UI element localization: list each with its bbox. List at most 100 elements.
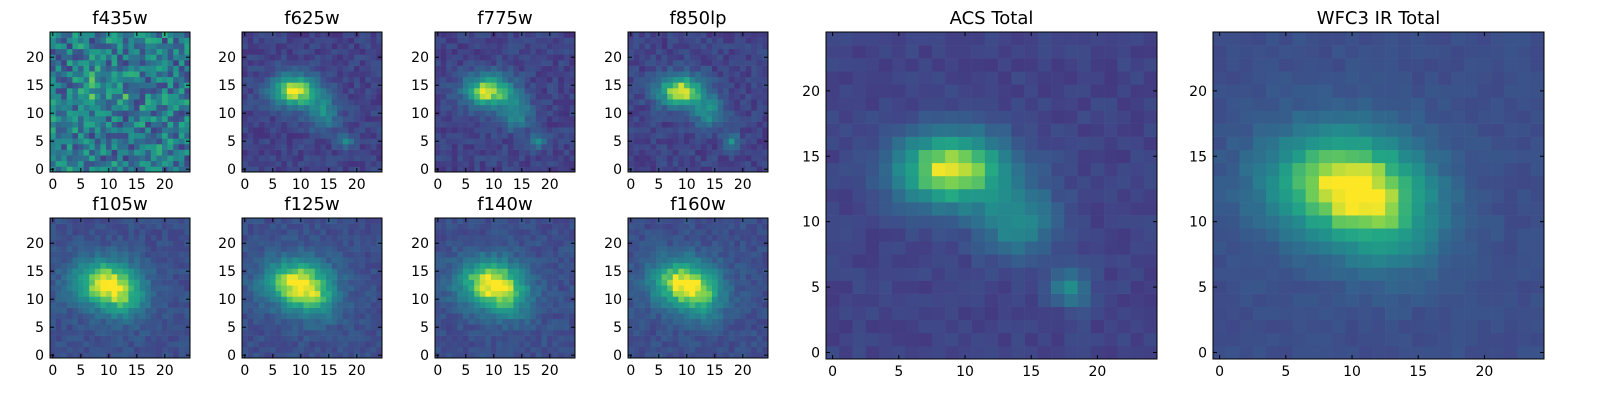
heatmap-cell [55,104,62,111]
heatmap-cell [173,149,180,156]
heatmap-cell [547,307,553,314]
heatmap-cell [292,104,299,111]
heatmap-cell [100,132,107,139]
heatmap-cell [94,262,101,269]
heatmap-cell [370,324,377,331]
heatmap-cell [547,290,553,297]
heatmap-cell [78,268,84,275]
heatmap-cell [491,60,497,66]
heatmap-cell [303,71,310,78]
heatmap-cell [106,302,112,308]
heatmap-cell [258,132,265,139]
heatmap-cell [446,279,453,286]
heatmap-cell [644,132,651,139]
heatmap-cell [242,144,248,150]
heatmap-cell [281,341,288,348]
heatmap-cell [463,324,469,331]
heatmap-cell [167,93,174,100]
heatmap-cell [569,251,576,258]
heatmap-cell [162,324,168,331]
heatmap-cell [247,307,254,314]
heatmap-cell [463,37,469,44]
heatmap-cell [723,110,730,117]
heatmap-cell [66,54,73,61]
heatmap-cell [292,32,299,38]
heatmap-cell [83,144,90,150]
heatmap-cell [348,82,355,89]
heatmap-cell [524,330,531,336]
heatmap-cell [139,65,146,72]
heatmap-cell [524,155,531,162]
heatmap-cell [275,307,282,314]
heatmap-cell [178,307,185,314]
heatmap-cell [734,138,741,145]
heatmap-cell [145,76,152,83]
heatmap-cell [639,54,646,61]
heatmap-cell [156,48,163,55]
heatmap-cell [547,121,553,128]
heatmap-cell [320,54,327,61]
heatmap-cell [286,302,293,308]
heatmap-cell [309,48,316,55]
heatmap-cell [751,160,758,167]
heatmap-cell [563,313,570,320]
heatmap-cell [463,290,469,297]
heatmap-cell [479,104,486,111]
heatmap-cell [706,160,713,167]
heatmap-cell [650,335,657,342]
heatmap-cell [728,318,735,325]
heatmap-cell [628,302,634,308]
heatmap-cell [463,257,469,264]
heatmap-cell [100,240,107,247]
heatmap-cell [337,127,344,134]
heatmap-cell [134,48,140,55]
heatmap-cell [326,37,332,44]
heatmap-cell [173,76,180,83]
heatmap-cell [83,285,90,292]
heatmap-cell [667,116,674,122]
heatmap-cell [684,296,690,303]
heatmap-cell [173,71,180,78]
heatmap-cell [134,330,140,336]
heatmap-cell [535,279,542,286]
heatmap-cell [242,160,248,167]
heatmap-cell [552,307,559,314]
heatmap-cell [717,132,724,139]
heatmap-cell [303,88,310,94]
heatmap-cell [519,313,525,320]
heatmap-cell [348,93,355,100]
heatmap-cell [457,116,464,122]
heatmap-cell [496,246,503,252]
heatmap-cell [633,352,640,359]
heatmap-cell [728,144,735,150]
heatmap-cell [128,155,135,162]
heatmap-cell [270,274,276,280]
heatmap-cell [435,37,441,44]
heatmap-cell [78,104,84,111]
heatmap-cell [468,262,475,269]
heatmap-cell [723,121,730,128]
heatmap-cell [547,268,553,275]
heatmap-cell [485,138,492,145]
heatmap-cell [94,160,101,167]
heatmap-cell [178,76,185,83]
heatmap-cell [106,48,112,55]
heatmap-cell [122,104,129,111]
heatmap-cell [303,99,310,106]
heatmap-cell [270,223,276,230]
heatmap-cell [178,324,185,331]
heatmap-cell [348,104,355,111]
heatmap-cell [535,307,542,314]
heatmap-cell [633,60,640,66]
heatmap-cell [723,132,730,139]
heatmap-cell [541,240,548,247]
heatmap-cell [541,302,548,308]
heatmap-cell [320,352,327,359]
heatmap-cell [275,234,282,241]
heatmap-cell [507,71,514,78]
heatmap-cell [656,268,662,275]
heatmap-cell [563,257,570,264]
heatmap-cell [468,218,475,224]
heatmap-cell [563,262,570,269]
heatmap-cell [530,229,537,236]
